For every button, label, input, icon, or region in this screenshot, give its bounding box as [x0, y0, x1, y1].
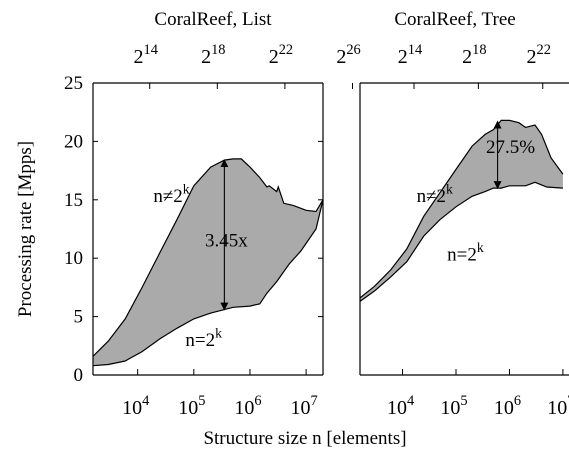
x-tick-label: 106 [234, 393, 261, 419]
x-tick-label-exp: 6 [514, 393, 521, 409]
label-n-not-pow2: n≠2k [153, 182, 189, 208]
band-area [93, 158, 323, 366]
band-area [360, 120, 563, 302]
top-tick-label: 222 [527, 42, 551, 68]
x-tick-label: 107 [290, 393, 317, 419]
x-tick-label: 107 [547, 393, 569, 419]
x-tick-label-base: 10 [440, 397, 460, 419]
label-n-not-pow2-exp: k [183, 182, 190, 197]
x-tick-label: 105 [178, 393, 205, 419]
label-n-pow2-exp: k [215, 325, 222, 340]
y-tick-label: 10 [64, 248, 83, 269]
x-tick-label-base: 10 [290, 397, 310, 419]
series-line-n-not-pow2 [93, 158, 323, 357]
label-n-pow2-exp: k [477, 240, 484, 255]
y-tick-label: 0 [74, 365, 84, 386]
x-tick-label: 105 [440, 393, 467, 419]
y-axis-label: Processing rate [Mpps] [15, 141, 36, 317]
series-line-n-not-pow2 [360, 119, 564, 299]
y-tick-label: 25 [64, 73, 83, 94]
x-tick-label-base: 10 [547, 397, 567, 419]
x-tick-label-exp: 5 [460, 393, 467, 409]
top-tick-label-base: 2 [134, 46, 144, 68]
top-tick-label-exp: 22 [537, 42, 551, 58]
panel-title: CoralReef, List [154, 9, 272, 30]
x-tick-label-exp: 4 [407, 393, 414, 409]
x-tick-label-exp: 6 [254, 393, 261, 409]
top-tick-label: 214 [398, 42, 422, 68]
y-tick-label: 20 [64, 131, 83, 152]
top-tick-label-base: 2 [336, 46, 346, 68]
x-tick-label-exp: 7 [310, 393, 317, 409]
top-tick-label-base: 2 [398, 46, 408, 68]
x-tick-label-exp: 5 [198, 393, 205, 409]
y-tick-label: 5 [74, 307, 84, 328]
panel-coralreef-tree: 104105106107214218222CoralReef, Treen≠2k… [359, 9, 569, 419]
top-tick-label: 222 [269, 42, 293, 68]
label-n-pow2-base: n=2 [185, 330, 215, 351]
x-tick-label: 104 [387, 393, 414, 419]
top-tick-label: 218 [201, 42, 225, 68]
top-tick-label: 218 [462, 42, 486, 68]
gain-label: 3.45x [205, 231, 248, 252]
x-tick-label-exp: 7 [567, 393, 569, 409]
x-tick-label-base: 10 [387, 397, 407, 419]
plot-area [360, 119, 564, 302]
panel-title: CoralReef, Tree [394, 9, 515, 30]
label-n-not-pow2-exp: k [446, 182, 453, 197]
x-tick-label-base: 10 [178, 397, 198, 419]
x-tick-label-base: 10 [122, 397, 142, 419]
label-n-pow2-base: n=2 [447, 245, 477, 266]
label-n-pow2: n=2k [447, 240, 484, 266]
top-tick-label-base: 2 [201, 46, 211, 68]
top-tick-label-base: 2 [527, 46, 537, 68]
x-tick-label-exp: 4 [142, 393, 149, 409]
label-n-not-pow2-base: n≠2 [417, 186, 446, 207]
top-tick-label-exp: 14 [144, 42, 158, 58]
label-n-pow2: n=2k [185, 325, 222, 351]
x-axis-label: Structure size n [elements] [203, 428, 406, 449]
x-tick-label-base: 10 [494, 397, 514, 419]
top-tick-label-exp: 18 [211, 42, 225, 58]
label-n-not-pow2-base: n≠2 [153, 186, 182, 207]
top-tick-label-exp: 14 [408, 42, 422, 58]
x-tick-label: 106 [494, 393, 521, 419]
top-tick-label-base: 2 [462, 46, 472, 68]
x-tick-label: 104 [122, 393, 149, 419]
top-tick-label-exp: 18 [472, 42, 486, 58]
y-tick-label: 15 [64, 190, 83, 211]
top-tick-label: 226 [336, 42, 360, 68]
top-tick-label-exp: 26 [346, 42, 360, 58]
label-n-not-pow2: n≠2k [417, 182, 453, 208]
series-line-n-pow2 [360, 181, 563, 302]
series-line-n-pow2 [93, 199, 323, 367]
x-tick-label-base: 10 [234, 397, 254, 419]
top-tick-label-base: 2 [269, 46, 279, 68]
top-tick-label-exp: 22 [279, 42, 293, 58]
plot-area [93, 158, 323, 367]
gain-label: 27.5% [486, 137, 535, 158]
top-tick-label: 214 [134, 42, 158, 68]
